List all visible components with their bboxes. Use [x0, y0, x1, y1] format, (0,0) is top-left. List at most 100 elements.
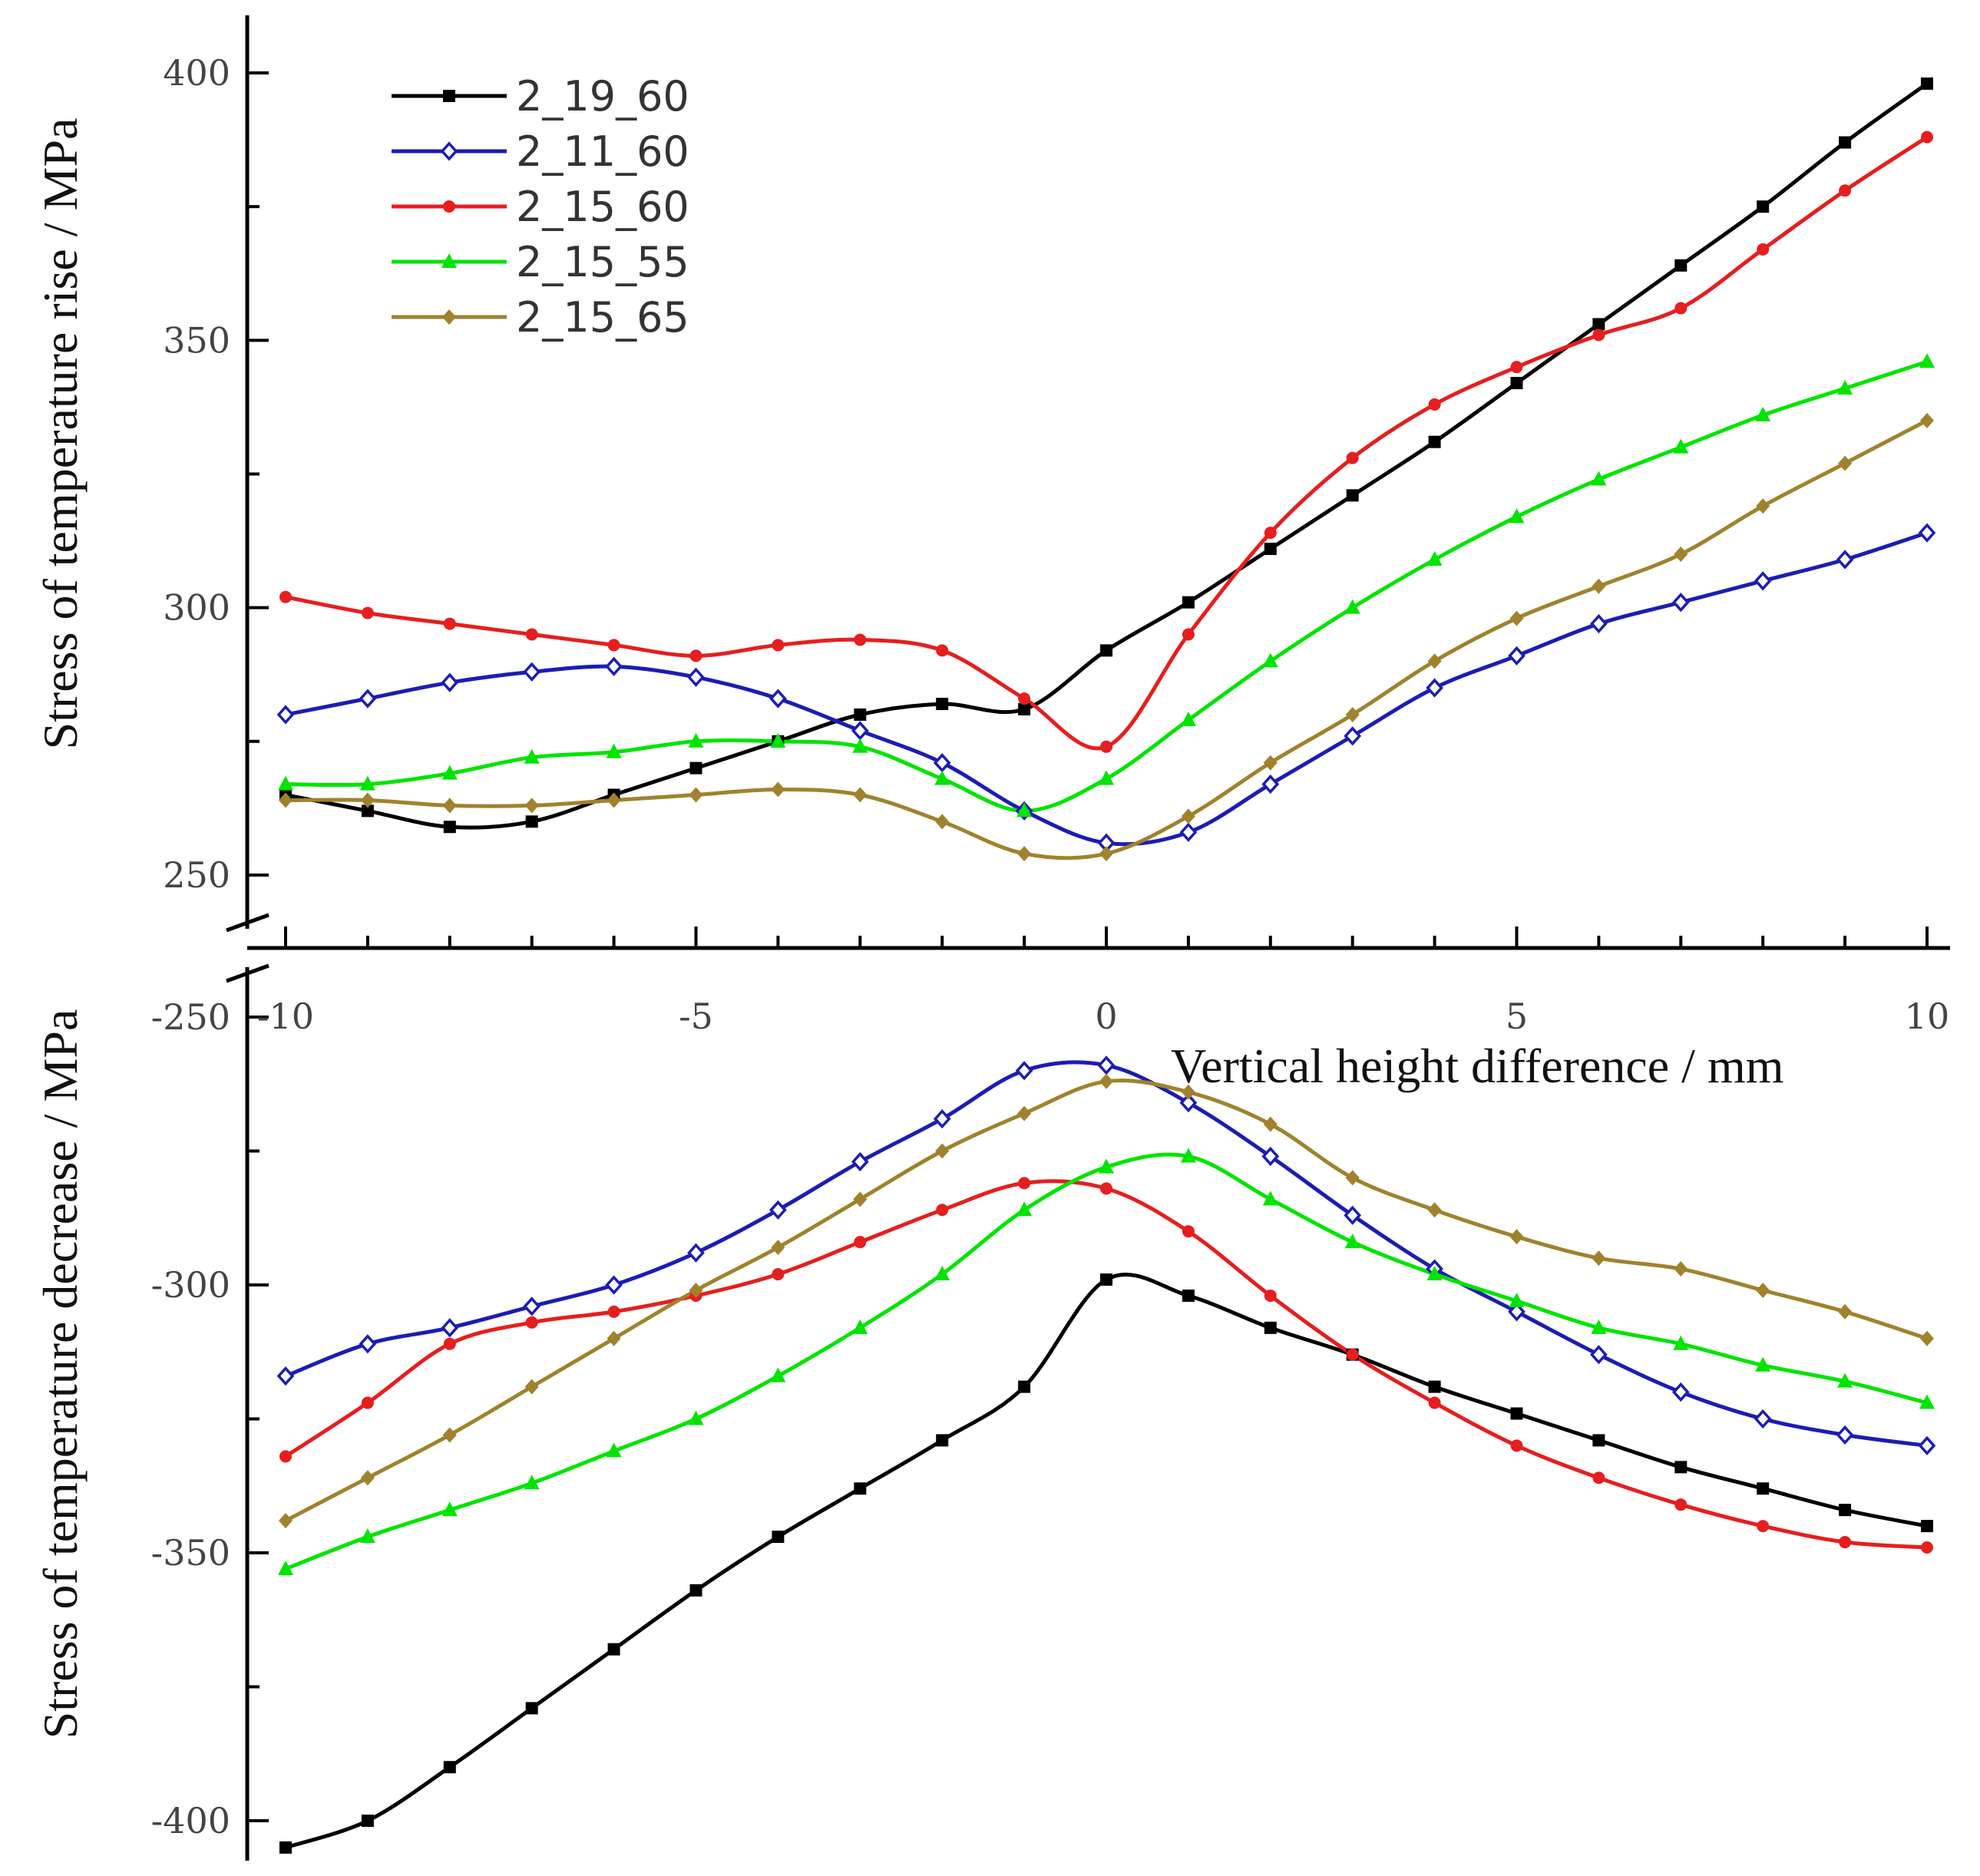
data-point-2_15_55	[1344, 599, 1360, 614]
data-point-2_15_55	[1180, 711, 1196, 726]
data-point-2_11_60	[1508, 646, 1525, 666]
data-point-2_11_60	[687, 1243, 705, 1263]
data-point-2_15_65	[524, 1379, 539, 1395]
axes	[226, 15, 1950, 1861]
data-point-2_19_60	[1182, 1289, 1195, 1302]
legend-label: 2_11_60	[516, 127, 689, 176]
y-tick-label: -300	[151, 1264, 230, 1306]
data-point-2_15_60	[443, 617, 456, 630]
data-point-2_11_60	[1836, 1425, 1854, 1445]
data-point-2_15_65	[853, 1191, 868, 1207]
data-point-2_11_60	[1261, 774, 1280, 794]
data-point-2_15_55	[1344, 1234, 1360, 1249]
data-point-2_15_55	[524, 1475, 540, 1490]
data-point-2_11_60	[359, 1334, 377, 1354]
data-point-2_19_60	[1428, 1380, 1441, 1393]
data-point-2_11_60	[1671, 593, 1690, 613]
data-point-2_11_60	[1671, 1382, 1690, 1402]
axis-break-mark	[226, 963, 269, 983]
data-point-2_15_65	[1099, 1073, 1113, 1089]
data-point-2_15_65	[1674, 1261, 1688, 1277]
legend-label: 2_15_55	[516, 238, 689, 286]
legend-marker	[440, 141, 458, 161]
data-point-2_15_55	[1755, 1356, 1771, 1372]
data-point-2_15_55	[688, 1410, 704, 1425]
data-point-2_15_55	[359, 775, 375, 791]
series-line-decrease-2_15_60	[284, 1179, 1928, 1550]
x-tick-label: 5	[1506, 996, 1528, 1037]
data-point-2_15_60	[1100, 740, 1112, 753]
data-point-2_15_55	[606, 1442, 622, 1458]
data-point-2_15_60	[1592, 329, 1605, 342]
y-tick-label: -350	[151, 1532, 230, 1574]
data-point-2_15_60	[854, 1236, 867, 1249]
data-point-2_15_55	[1262, 652, 1278, 668]
data-point-2_19_60	[1921, 77, 1933, 90]
data-point-2_15_60	[772, 1268, 785, 1281]
data-point-2_19_60	[1100, 1273, 1112, 1286]
data-point-2_15_65	[1756, 498, 1770, 514]
data-point-2_15_55	[1426, 550, 1443, 566]
data-point-2_19_60	[936, 698, 949, 711]
data-point-2_15_65	[1017, 1105, 1032, 1121]
data-point-2_15_55	[934, 1266, 950, 1281]
data-point-2_19_60	[854, 1482, 867, 1495]
series-line-rise-2_11_60	[285, 530, 1928, 847]
data-point-2_11_60	[851, 721, 869, 741]
x-tick-label: -5	[679, 996, 713, 1037]
data-point-2_15_65	[279, 1513, 293, 1529]
data-point-2_11_60	[276, 705, 295, 725]
data-point-2_19_60	[1674, 1461, 1687, 1474]
data-point-2_15_60	[1182, 1225, 1195, 1238]
data-point-2_15_60	[1592, 1471, 1605, 1485]
data-point-2_15_65	[1756, 1282, 1770, 1298]
data-point-2_19_60	[443, 821, 456, 834]
data-point-2_19_60	[1510, 377, 1523, 390]
data-point-2_15_55	[1591, 471, 1607, 486]
data-point-2_15_60	[1264, 527, 1277, 540]
data-point-2_15_60	[936, 1204, 949, 1217]
data-point-2_15_55	[1509, 1292, 1525, 1307]
data-point-2_15_65	[1674, 547, 1688, 562]
data-point-2_15_60	[607, 639, 620, 652]
data-point-2_15_55	[688, 732, 704, 748]
legend-marker	[443, 200, 455, 213]
data-point-2_11_60	[523, 1296, 541, 1316]
data-point-2_15_65	[689, 787, 703, 803]
data-point-2_11_60	[1508, 1302, 1525, 1322]
data-point-2_15_65	[935, 814, 950, 830]
legend-marker	[443, 90, 455, 102]
data-point-2_11_60	[441, 672, 459, 692]
data-point-2_15_55	[1919, 353, 1935, 368]
series-line-decrease-2_15_65	[284, 1078, 1928, 1523]
data-point-2_15_65	[935, 1143, 950, 1159]
data-point-2_11_60	[1015, 1061, 1033, 1081]
data-point-2_15_55	[359, 1528, 375, 1544]
data-point-2_15_60	[936, 644, 949, 657]
data-point-2_11_60	[1426, 678, 1443, 698]
data-point-2_19_60	[361, 804, 374, 817]
data-point-2_15_55	[770, 732, 786, 748]
data-point-2_15_60	[607, 1305, 620, 1318]
data-point-2_15_55	[1509, 508, 1525, 523]
data-point-2_15_65	[1345, 707, 1360, 722]
data-point-2_11_60	[769, 689, 787, 708]
data-point-2_15_60	[443, 1337, 456, 1350]
data-point-2_15_60	[1428, 1396, 1441, 1409]
data-point-2_15_65	[1838, 1303, 1853, 1319]
data-point-2_15_65	[1427, 1202, 1442, 1218]
data-point-2_11_60	[933, 753, 951, 773]
data-point-2_15_55	[1180, 1148, 1196, 1163]
data-point-2_19_60	[525, 1702, 538, 1715]
data-point-2_15_65	[1181, 1084, 1195, 1100]
data-point-2_15_60	[1346, 1348, 1359, 1361]
data-point-2_11_60	[1179, 1093, 1198, 1113]
x-axis-title: Vertical height difference / mm	[1171, 1039, 1784, 1093]
data-point-2_11_60	[1179, 822, 1198, 842]
data-point-2_15_65	[1345, 1170, 1360, 1186]
series-lines	[284, 81, 1929, 1850]
data-point-2_11_60	[1836, 550, 1854, 570]
data-point-2_15_60	[361, 1396, 374, 1409]
data-point-2_15_65	[442, 798, 457, 814]
data-point-2_15_55	[852, 738, 868, 753]
